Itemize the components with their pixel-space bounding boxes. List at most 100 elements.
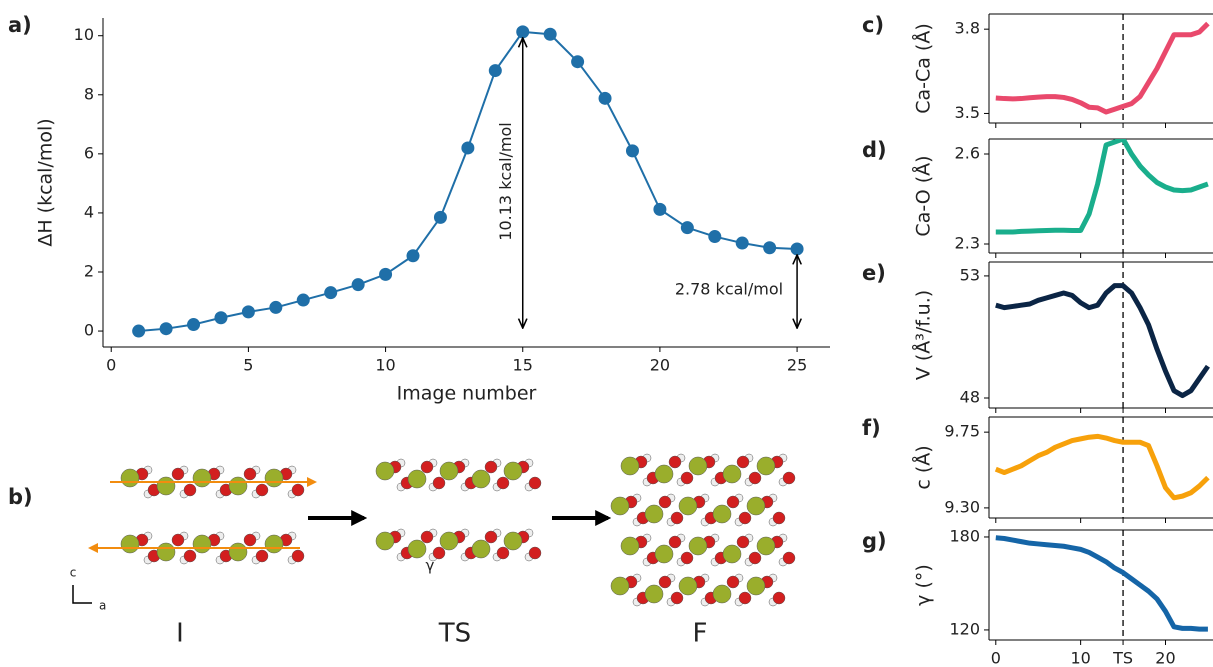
atom xyxy=(738,511,752,525)
x-tick-label: 20 xyxy=(650,356,670,375)
axis-glyph-label: c xyxy=(70,566,77,580)
atom xyxy=(375,531,395,551)
atom xyxy=(228,542,248,562)
angle-label: γ xyxy=(426,557,435,575)
series-line xyxy=(994,433,1210,501)
point xyxy=(735,236,749,250)
point xyxy=(708,230,722,244)
atom xyxy=(668,535,682,549)
atom xyxy=(668,455,682,469)
x-tick-label: 5 xyxy=(243,356,253,375)
atom xyxy=(484,460,498,474)
atom xyxy=(670,591,684,605)
atom xyxy=(772,591,786,605)
y-tick-label: 9.30 xyxy=(944,497,980,516)
panel-label: f) xyxy=(862,416,881,440)
atom xyxy=(654,544,674,564)
point xyxy=(433,210,447,224)
atom xyxy=(432,546,446,560)
point xyxy=(324,286,338,300)
atom xyxy=(171,467,185,481)
atom xyxy=(644,504,664,524)
atom xyxy=(712,504,732,524)
atom xyxy=(407,469,427,489)
point xyxy=(187,318,201,332)
atom xyxy=(503,461,523,481)
y-tick-label: 10 xyxy=(74,25,94,44)
point xyxy=(653,202,667,216)
atom xyxy=(120,534,140,554)
point xyxy=(379,267,393,281)
axis-glyph-label: a xyxy=(99,599,106,613)
atom xyxy=(291,483,305,497)
point xyxy=(351,278,365,292)
point xyxy=(625,144,639,158)
atom xyxy=(192,534,212,554)
panel-label: d) xyxy=(862,138,887,162)
atom xyxy=(484,530,498,544)
point xyxy=(516,25,530,39)
atom xyxy=(644,584,664,604)
atom xyxy=(528,546,542,560)
atom xyxy=(738,591,752,605)
atom xyxy=(171,533,185,547)
atom xyxy=(255,483,269,497)
atom xyxy=(471,539,491,559)
atom xyxy=(471,469,491,489)
panel-label: a) xyxy=(8,13,32,37)
y-tick-label: 2.3 xyxy=(955,234,980,253)
atom xyxy=(782,471,796,485)
atom xyxy=(654,464,674,484)
atom xyxy=(610,576,630,596)
y-tick-label: 3.8 xyxy=(955,19,980,38)
atom xyxy=(782,551,796,565)
point xyxy=(132,324,146,338)
atom xyxy=(439,461,459,481)
atom xyxy=(748,551,762,565)
atom xyxy=(620,456,640,476)
panel-label: b) xyxy=(8,485,33,509)
y-tick-label: 2.6 xyxy=(955,144,980,163)
atom xyxy=(156,542,176,562)
atom xyxy=(688,456,708,476)
point xyxy=(241,305,255,319)
point xyxy=(543,27,557,41)
point xyxy=(488,64,502,78)
point xyxy=(790,242,804,256)
x-tick-label: 15 xyxy=(513,356,533,375)
y-tick-label: 48 xyxy=(960,387,980,406)
state-label: I xyxy=(176,619,184,649)
atom xyxy=(183,483,197,497)
annotation-label: 2.78 kcal/mol xyxy=(675,280,783,299)
y-tick-label: 3.5 xyxy=(955,103,980,122)
atom xyxy=(746,496,766,516)
atom xyxy=(756,456,776,476)
atom xyxy=(156,476,176,496)
x-axis-label: Image number xyxy=(397,383,537,405)
atom xyxy=(712,584,732,604)
x-tick-label: 10 xyxy=(375,356,395,375)
point xyxy=(214,311,228,325)
atom xyxy=(439,531,459,551)
atom xyxy=(658,575,672,589)
atom xyxy=(680,471,694,485)
atom xyxy=(670,511,684,525)
atom xyxy=(192,468,212,488)
x-tick-label: 0 xyxy=(991,649,1001,667)
atom xyxy=(726,575,740,589)
annotation-label: 10.13 kcal/mol xyxy=(496,122,515,240)
state-label: F xyxy=(693,619,708,649)
point xyxy=(763,241,777,255)
atom xyxy=(772,511,786,525)
atom xyxy=(658,495,672,509)
atom xyxy=(243,467,257,481)
point xyxy=(159,322,173,336)
atom xyxy=(736,535,750,549)
panel-label: g) xyxy=(862,529,887,553)
y-tick-label: 8 xyxy=(84,84,94,103)
point xyxy=(296,293,310,307)
panel-label: e) xyxy=(862,261,886,285)
atom xyxy=(756,536,776,556)
y-tick-label: 0 xyxy=(84,321,94,340)
